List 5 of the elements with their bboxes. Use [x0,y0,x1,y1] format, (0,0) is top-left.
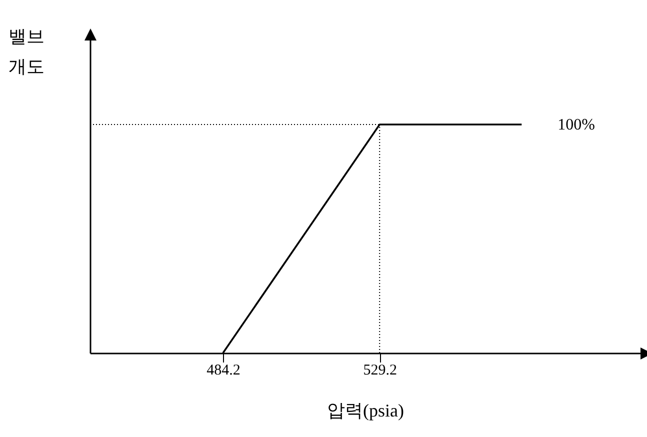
x-tick-label: 484.2 [206,362,240,378]
x-axis-title: 압력(psia) [327,400,404,420]
y-axis-title: 밸브 개도 [8,26,44,76]
x-tick-label: 529.2 [363,362,397,378]
annotation: 100% [558,116,595,134]
